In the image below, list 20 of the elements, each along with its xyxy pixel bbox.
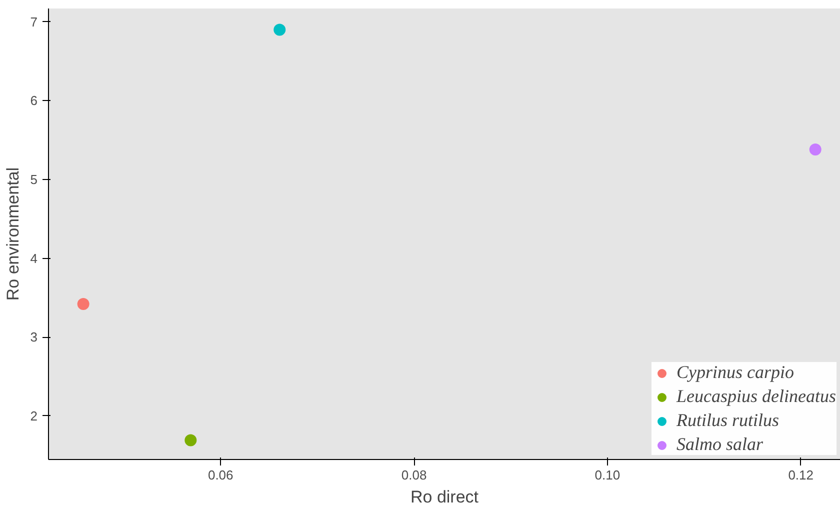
y-tick-label: 2 — [30, 408, 38, 424]
y-tick-label: 5 — [30, 172, 38, 187]
legend-label: Salmo salar — [676, 434, 764, 455]
x-axis-title: Ro direct — [410, 488, 479, 506]
point — [77, 298, 90, 310]
point — [184, 434, 197, 446]
legend-label: Cyprinus carpio — [676, 362, 794, 383]
y-tick-label: 4 — [30, 250, 38, 266]
x-tick-label: 0.06 — [208, 468, 234, 482]
y-tick-label: 3 — [30, 330, 38, 345]
point — [809, 144, 822, 156]
y-tick-label: 7 — [30, 14, 38, 30]
x-tick-label: 0.08 — [401, 468, 427, 482]
legend-label: Leucaspius delineatus — [676, 386, 836, 407]
y-tick-label: 6 — [30, 93, 38, 108]
x-tick-label: 0.12 — [788, 468, 814, 482]
x-tick-label: 0.10 — [594, 468, 620, 482]
legend-label: Rutilus rutilus — [676, 410, 780, 431]
y-axis-title: Ro environmental — [3, 167, 22, 301]
point — [274, 24, 286, 36]
